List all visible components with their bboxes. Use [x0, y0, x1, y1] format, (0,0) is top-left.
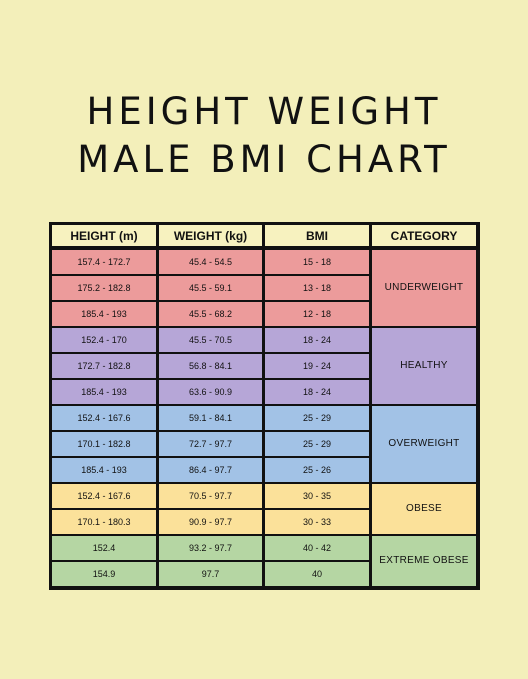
- weight-cell: 90.9 - 97.7: [159, 510, 262, 534]
- page-title: HEIGHT WEIGHT MALE BMI CHART: [0, 88, 528, 184]
- weight-cell: 59.1 - 84.1: [159, 406, 262, 430]
- category-cell: EXTREME OBESE: [372, 536, 476, 586]
- bmi-cell: 12 - 18: [265, 302, 369, 326]
- height-cell: 157.4 - 172.7: [52, 250, 156, 274]
- height-cell: 172.7 - 182.8: [52, 354, 156, 378]
- weight-cell: 56.8 - 84.1: [159, 354, 262, 378]
- bmi-cell: 18 - 24: [265, 380, 369, 404]
- weight-cell: 72.7 - 97.7: [159, 432, 262, 456]
- height-cell: 170.1 - 182.8: [52, 432, 156, 456]
- bmi-cell: 18 - 24: [265, 328, 369, 352]
- height-cell: 152.4 - 170: [52, 328, 156, 352]
- weight-cell: 93.2 - 97.7: [159, 536, 262, 560]
- bmi-cell: 19 - 24: [265, 354, 369, 378]
- height-cell: 152.4: [52, 536, 156, 560]
- header-weight: WEIGHT (kg): [159, 225, 262, 246]
- height-cell: 185.4 - 193: [52, 458, 156, 482]
- bmi-cell: 25 - 29: [265, 406, 369, 430]
- bmi-cell: 40 - 42: [265, 536, 369, 560]
- header-bmi: BMI: [265, 225, 369, 246]
- category-cell: OVERWEIGHT: [372, 406, 476, 482]
- weight-cell: 97.7: [159, 562, 262, 586]
- weight-cell: 45.4 - 54.5: [159, 250, 262, 274]
- height-cell: 152.4 - 167.6: [52, 484, 156, 508]
- header-category: CATEGORY: [372, 225, 476, 246]
- height-cell: 175.2 - 182.8: [52, 276, 156, 300]
- bmi-cell: 30 - 33: [265, 510, 369, 534]
- height-cell: 154.9: [52, 562, 156, 586]
- weight-cell: 63.6 - 90.9: [159, 380, 262, 404]
- title-line-1: HEIGHT WEIGHT: [86, 90, 442, 133]
- bmi-cell: 15 - 18: [265, 250, 369, 274]
- bmi-cell: 13 - 18: [265, 276, 369, 300]
- bmi-table: HEIGHT (m) WEIGHT (kg) BMI CATEGORY 157.4 - …: [49, 222, 480, 590]
- weight-cell: 45.5 - 59.1: [159, 276, 262, 300]
- bmi-cell: 30 - 35: [265, 484, 369, 508]
- category-cell: UNDERWEIGHT: [372, 250, 476, 326]
- bmi-cell: 25 - 29: [265, 432, 369, 456]
- height-cell: 185.4 - 193: [52, 302, 156, 326]
- weight-cell: 45.5 - 70.5: [159, 328, 262, 352]
- weight-cell: 45.5 - 68.2: [159, 302, 262, 326]
- category-cell: OBESE: [372, 484, 476, 534]
- bmi-cell: 25 - 26: [265, 458, 369, 482]
- height-cell: 185.4 - 193: [52, 380, 156, 404]
- weight-cell: 70.5 - 97.7: [159, 484, 262, 508]
- weight-cell: 86.4 - 97.7: [159, 458, 262, 482]
- title-line-2: MALE BMI CHART: [77, 138, 451, 181]
- height-cell: 152.4 - 167.6: [52, 406, 156, 430]
- category-cell: HEALTHY: [372, 328, 476, 404]
- height-cell: 170.1 - 180.3: [52, 510, 156, 534]
- bmi-cell: 40: [265, 562, 369, 586]
- header-height: HEIGHT (m): [52, 225, 156, 246]
